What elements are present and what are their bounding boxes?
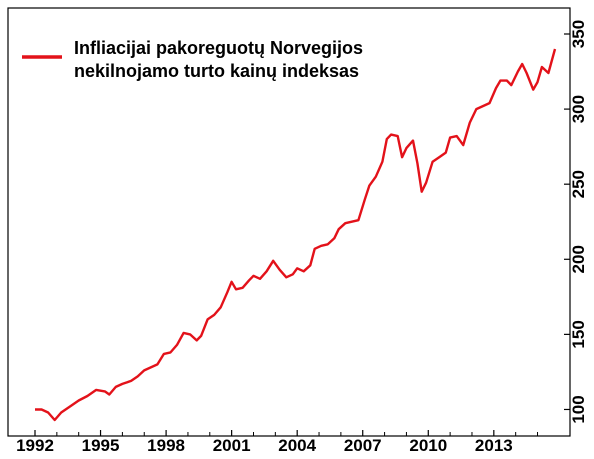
series-line-0 [35,48,557,422]
y-tick-label: 250 [569,170,588,198]
x-tick-label: 2004 [278,436,316,454]
x-tick-label: 2001 [213,436,251,454]
y-tick-label: 100 [569,395,588,423]
plot-frame-group [7,7,571,437]
y-axis: 100 150 200 250 300 350 [564,20,588,424]
x-tick-label: 1995 [82,436,120,454]
plot-frame [7,7,571,437]
y-tick-label: 300 [569,95,588,123]
x-tick-label: 2010 [409,436,447,454]
legend-label-line-2: nekilnojamo turto kainų indeksas [74,61,359,81]
x-tick-label: 2013 [475,436,513,454]
x-tick-label: 1998 [147,436,185,454]
series-group [35,48,557,422]
legend-label-line-1: Infliacijai pakoreguotų Norvegijos [74,38,363,58]
y-tick-label: 350 [569,20,588,48]
x-tick-label: 1992 [16,436,54,454]
legend: Infliacijai pakoreguotų Norvegijos nekil… [22,38,363,81]
y-tick-label: 200 [569,245,588,273]
x-tick-label: 2007 [344,436,382,454]
y-tick-label: 150 [569,320,588,348]
x-axis: 1992 1995 1998 2001 2004 2007 2010 2013 [16,430,539,455]
